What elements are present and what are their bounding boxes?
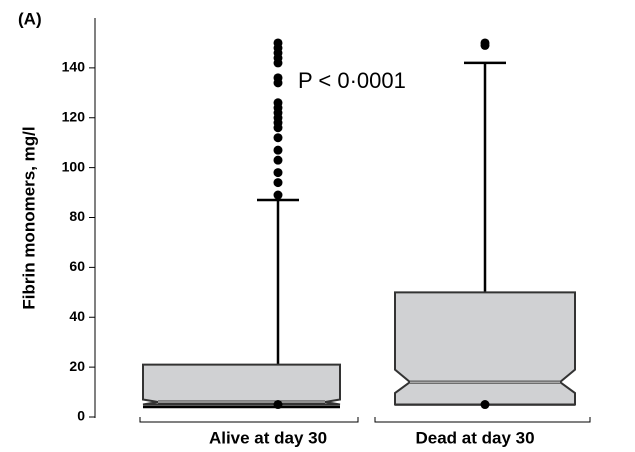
- outlier: [273, 133, 283, 143]
- y-tick-label: 100: [62, 158, 86, 174]
- outlier: [273, 178, 283, 188]
- y-tick-label: 40: [69, 308, 85, 324]
- x-tick-label: Alive at day 30: [209, 428, 327, 447]
- outlier: [273, 145, 283, 155]
- outlier: [273, 73, 283, 83]
- outlier: [273, 190, 283, 200]
- box: [394, 291, 576, 406]
- y-tick-label: 20: [69, 358, 85, 374]
- y-tick-label: 140: [62, 59, 86, 75]
- outlier: [273, 400, 283, 410]
- y-tick-label: 120: [62, 108, 86, 124]
- y-axis-label: Fibrin monomers, mg/l: [19, 126, 38, 309]
- x-axis-bracket: [139, 417, 359, 423]
- box: [142, 363, 341, 406]
- outlier: [273, 98, 283, 108]
- y-tick-label: 80: [69, 208, 85, 224]
- x-axis-bracket: [374, 417, 591, 423]
- annotation: P < 0·0001: [298, 68, 406, 93]
- y-tick-label: 60: [69, 258, 85, 274]
- panel-label: (A): [18, 9, 42, 28]
- outlier: [273, 38, 283, 48]
- outlier: [480, 38, 490, 48]
- outlier: [273, 168, 283, 178]
- outlier: [480, 400, 490, 410]
- y-tick-label: 0: [77, 408, 85, 424]
- x-tick-label: Dead at day 30: [415, 428, 534, 447]
- outlier: [273, 155, 283, 165]
